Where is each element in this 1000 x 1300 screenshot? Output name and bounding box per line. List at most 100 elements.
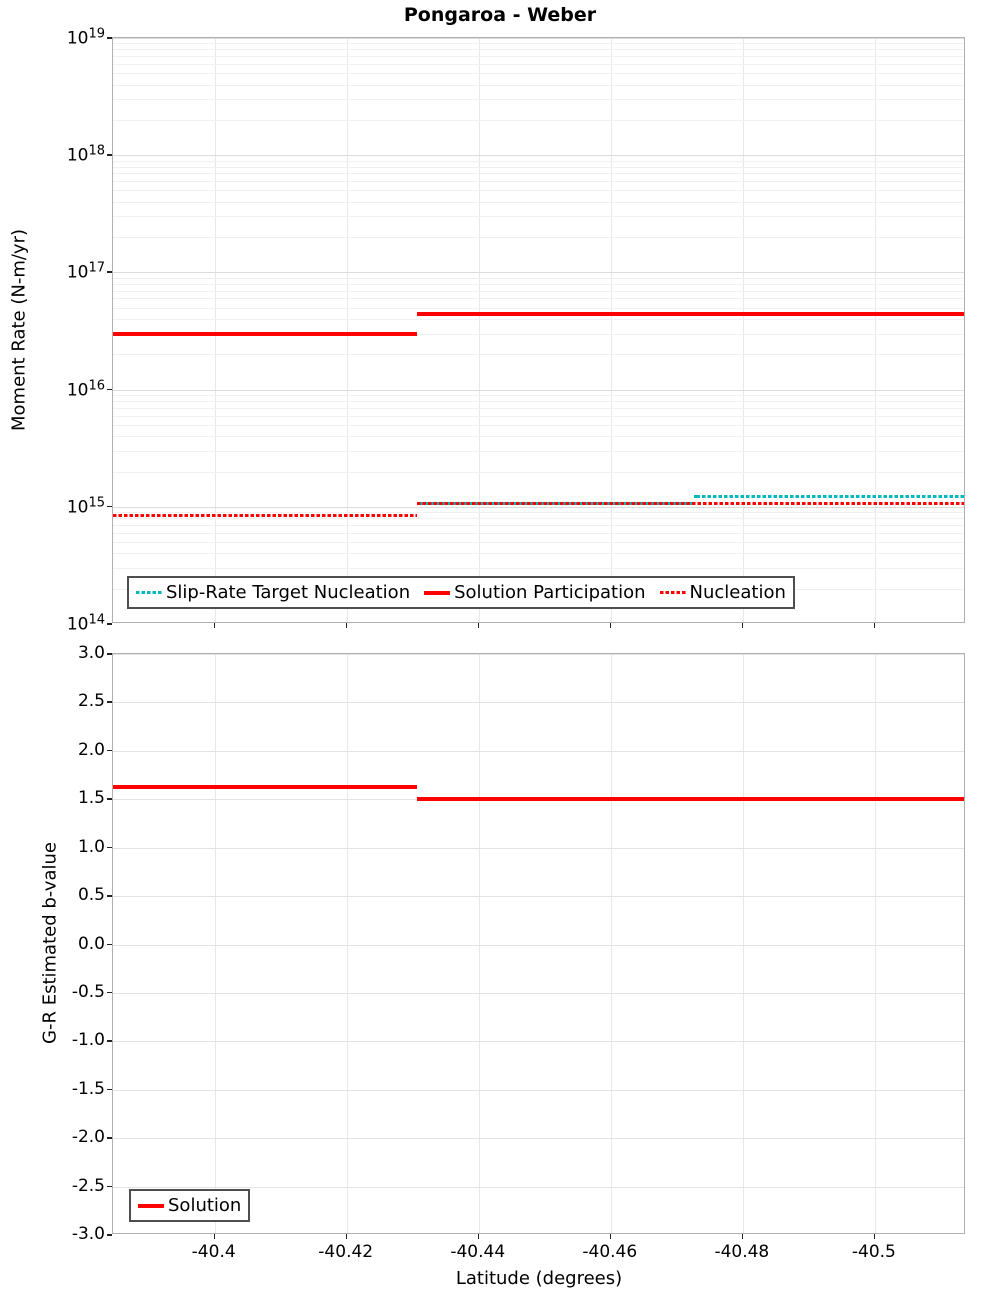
x-gridline: [610, 654, 612, 1233]
y-minor-gridline: [113, 415, 964, 417]
y-major-gridline: [113, 38, 964, 39]
x-gridline: [214, 654, 216, 1233]
y-minor-gridline: [113, 84, 964, 86]
bottom-y-tick-mark: [107, 749, 112, 752]
series-segment-nucleation: [417, 502, 964, 506]
y-minor-gridline: [113, 173, 964, 175]
y-minor-gridline: [113, 49, 964, 51]
top-x-tick-mark: [873, 623, 876, 628]
top-y-tick-mark: [107, 154, 112, 156]
x-gridline: [478, 38, 480, 622]
bottom-y-axis-label: G-R Estimated b-value: [39, 842, 61, 1044]
bottom-x-tick-mark: [345, 1234, 348, 1239]
top-x-tick-mark: [345, 623, 348, 628]
bottom-y-tick-mark: [107, 1137, 112, 1139]
y-minor-gridline: [113, 450, 964, 452]
bottom-y-tick-label: 1.0: [77, 836, 105, 857]
top-plot-area: [112, 37, 965, 623]
top-legend: Slip-Rate Target Nucleation Solution Par…: [127, 576, 795, 609]
top-x-tick-mark: [741, 623, 744, 628]
x-axis-label: Latitude (degrees): [455, 1268, 623, 1289]
y-minor-gridline: [113, 181, 964, 183]
y-gridline: [113, 992, 964, 994]
y-minor-gridline: [113, 119, 964, 121]
x-gridline: [214, 38, 216, 622]
bottom-y-tick-label: -2.5: [71, 1175, 105, 1196]
x-gridline: [610, 38, 612, 622]
bottom-y-tick-mark: [107, 991, 112, 994]
bottom-y-tick-mark: [107, 653, 112, 655]
legend-item-nucleation: Nucleation: [659, 582, 786, 603]
y-gridline: [113, 750, 964, 752]
legend-label: Solution Participation: [454, 582, 646, 603]
top-x-tick-mark: [609, 623, 612, 628]
figure-title: Pongaroa - Weber: [403, 4, 597, 26]
y-minor-gridline: [113, 290, 964, 292]
x-tick-label: -40.48: [714, 1242, 770, 1262]
x-gridline: [346, 654, 348, 1233]
red-dotted-line-swatch-icon: [659, 591, 686, 594]
y-gridline: [113, 1089, 964, 1091]
bottom-y-tick-label: -2.0: [71, 1127, 105, 1148]
bottom-y-tick-label: 0.0: [77, 933, 105, 954]
top-y-tick-label: 1016: [66, 378, 105, 400]
bottom-y-tick-label: 1.5: [77, 788, 105, 809]
bottom-y-tick-mark: [107, 1185, 112, 1188]
bottom-y-tick-label: 2.0: [77, 739, 105, 760]
bottom-x-tick-mark: [741, 1234, 744, 1239]
y-gridline: [113, 702, 964, 704]
y-minor-gridline: [113, 190, 964, 192]
series-segment-solution-participation: [417, 312, 964, 317]
bottom-y-tick-label: -1.5: [71, 1078, 105, 1099]
y-minor-gridline: [113, 524, 964, 526]
top-y-tick-label: 1015: [66, 495, 105, 518]
y-minor-gridline: [113, 394, 964, 396]
top-y-axis-label: Moment Rate (N-m/yr): [8, 229, 30, 431]
y-minor-gridline: [113, 298, 964, 300]
bottom-y-tick-label: -0.5: [71, 981, 105, 1002]
y-minor-gridline: [113, 512, 964, 514]
y-minor-gridline: [113, 160, 964, 162]
x-tick-label: -40.5: [851, 1242, 896, 1262]
legend-item-slip-rate-target-nucleation: Slip-Rate Target Nucleation: [136, 582, 410, 603]
y-gridline: [113, 1138, 964, 1140]
top-y-tick-label: 1019: [66, 26, 105, 49]
bottom-x-tick-mark: [873, 1234, 876, 1239]
x-gridline: [742, 654, 744, 1233]
y-gridline: [113, 847, 964, 849]
top-y-tick-mark: [107, 271, 112, 273]
y-minor-gridline: [113, 471, 964, 473]
x-gridline: [478, 654, 480, 1233]
bottom-y-tick-mark: [107, 1040, 112, 1042]
y-major-gridline: [113, 389, 964, 391]
y-minor-gridline: [113, 568, 964, 570]
legend-label: Nucleation: [689, 582, 786, 603]
bottom-x-tick-mark: [213, 1234, 216, 1239]
top-y-tick-mark: [107, 388, 112, 391]
bottom-y-tick-mark: [107, 943, 112, 945]
y-minor-gridline: [113, 43, 964, 45]
bottom-y-tick-label: 2.5: [77, 691, 105, 712]
series-segment-solution-participation: [113, 331, 418, 336]
top-y-tick-label: 1017: [66, 261, 105, 283]
legend-label: Slip-Rate Target Nucleation: [166, 582, 411, 603]
x-gridline: [742, 38, 744, 622]
x-tick-label: -40.4: [191, 1242, 236, 1262]
y-minor-gridline: [113, 333, 964, 335]
bottom-y-tick-mark: [107, 798, 112, 800]
x-tick-label: -40.44: [450, 1242, 506, 1262]
top-y-tick-mark: [107, 37, 112, 39]
series-segment-solution: [113, 784, 418, 789]
y-minor-gridline: [113, 553, 964, 555]
bottom-y-tick-label: 3.0: [77, 643, 105, 663]
y-gridline: [113, 1041, 964, 1043]
y-minor-gridline: [113, 307, 964, 309]
legend-item-solution: Solution: [138, 1195, 241, 1216]
top-x-tick-mark: [213, 623, 216, 628]
red-solid-line-swatch-icon: [138, 1203, 164, 1208]
x-gridline: [874, 38, 876, 622]
cyan-dotted-line-swatch-icon: [136, 591, 162, 594]
y-minor-gridline: [113, 73, 964, 75]
legend-label: Solution: [168, 1195, 242, 1216]
top-y-tick-label: 1018: [66, 143, 105, 166]
